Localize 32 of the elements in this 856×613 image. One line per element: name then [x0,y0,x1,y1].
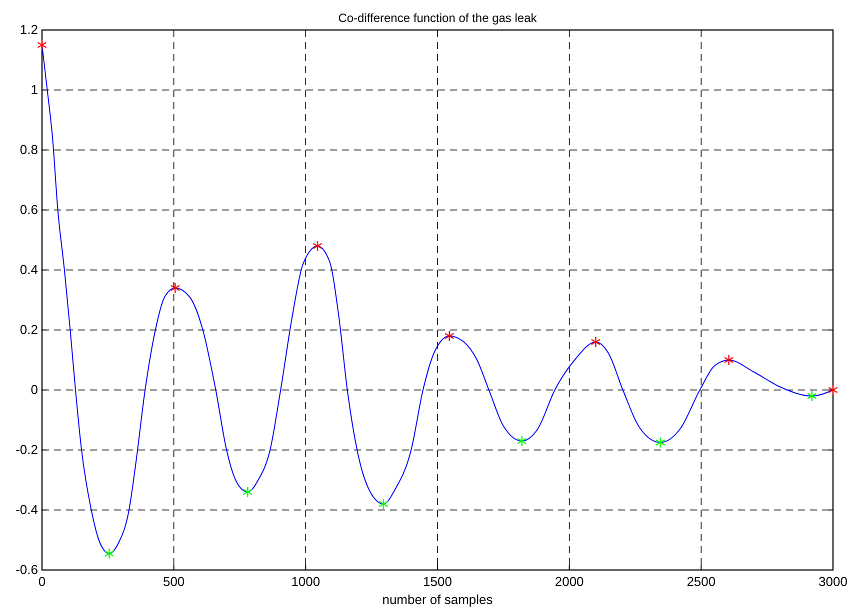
y-tick-label: 0.2 [20,322,38,337]
point [104,548,114,560]
point [655,436,666,448]
x-axis-title: number of samples [382,592,494,607]
point [444,330,454,342]
y-tick-label: -0.6 [16,562,38,577]
point [724,354,734,366]
point [242,486,253,498]
point [590,336,601,348]
point [312,240,322,252]
y-tick-label: -0.4 [16,502,38,517]
point [37,39,47,51]
y-tick-label: 1.2 [20,22,38,37]
x-tick-label: 2500 [686,574,716,589]
y-tick-label: 1 [30,82,38,97]
x-tick-label: 1000 [291,574,320,589]
chart-title: Co-difference function of the gas leak [338,11,538,25]
point [516,435,527,447]
point [806,390,817,402]
line-series [42,44,834,554]
point [828,384,838,396]
y-tick-label: -0.2 [16,442,38,457]
x-tick-label: 500 [162,574,185,589]
x-tick-label: 1500 [423,574,452,589]
x-tick-label: 2000 [554,574,584,589]
y-tick-label: 0 [30,382,38,397]
x-tick-label: 3000 [818,574,848,589]
y-tick-label: 0.8 [20,142,38,157]
point [170,282,180,294]
y-tick-label: 0.4 [20,262,38,277]
y-tick-label: 0.6 [20,202,38,217]
point [378,498,388,510]
